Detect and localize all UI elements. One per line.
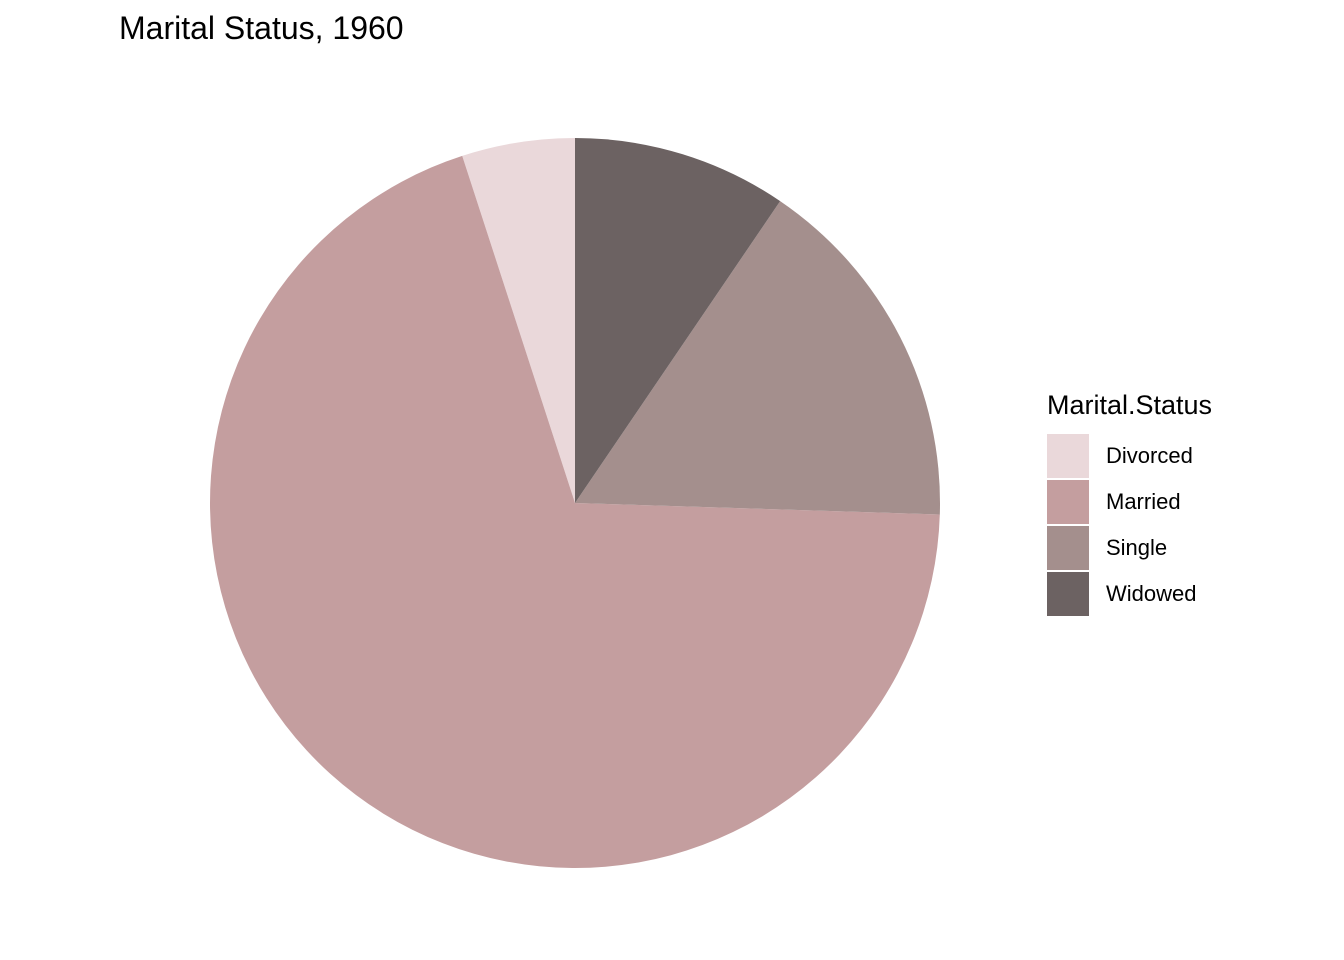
legend-item-single: Single (1047, 525, 1212, 571)
pie-slice-divorced (462, 138, 575, 503)
pie-slice-widowed (575, 138, 781, 503)
chart-title: Marital Status, 1960 (119, 10, 404, 46)
legend-label: Divorced (1106, 443, 1193, 468)
legend: Marital.Status Divorced Married Single Wido… (1047, 390, 1212, 617)
legend-title: Marital.Status (1047, 390, 1213, 420)
legend-label: Widowed (1106, 581, 1197, 606)
legend-swatch (1047, 526, 1089, 570)
legend-item-divorced: Divorced (1047, 433, 1212, 479)
legend-item-married: Married (1047, 479, 1212, 525)
pie-slice-married (210, 155, 940, 869)
legend-swatch (1047, 434, 1089, 478)
pie-slices (210, 138, 940, 869)
legend-item-widowed: Widowed (1047, 571, 1212, 617)
legend-swatch (1047, 572, 1089, 616)
legend-swatch (1047, 480, 1089, 524)
legend-label: Single (1106, 535, 1168, 560)
legend-items: Divorced Married Single Widowed (1047, 433, 1212, 617)
legend-label: Married (1106, 489, 1181, 514)
pie-slice-single (575, 201, 940, 515)
